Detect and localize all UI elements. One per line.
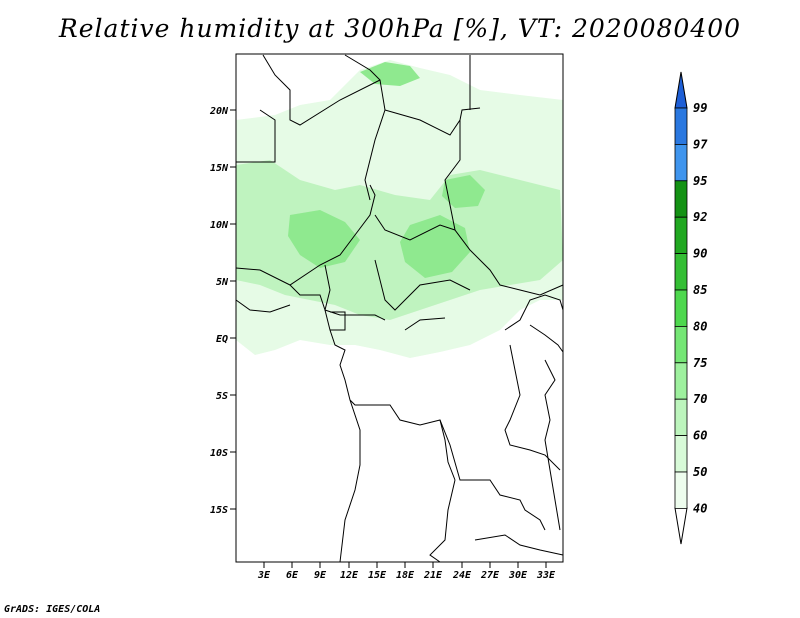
colorbar-label: 95 — [693, 174, 707, 188]
humidity-band-strong — [288, 210, 360, 268]
lon-label: 15E — [368, 570, 387, 581]
lat-label: 20N — [209, 106, 229, 117]
colorbar-segment — [674, 435, 688, 473]
lat-label: 10S — [210, 448, 228, 459]
map-frame — [235, 53, 564, 563]
lon-label: 6E — [286, 570, 299, 581]
lon-label: 9E — [314, 570, 327, 581]
colorbar-segment — [674, 325, 688, 364]
colorbar-top-arrow — [674, 71, 688, 109]
colorbar-label: 75 — [693, 356, 707, 370]
colorbar-label: 40 — [693, 501, 707, 515]
colorbar-segment — [674, 253, 688, 291]
colorbar-label: 97 — [693, 137, 708, 151]
colorbar-label: 70 — [693, 392, 707, 406]
colorbar-bottom-arrow — [674, 507, 688, 545]
colorbar-segment — [674, 398, 688, 437]
colorbar-segment — [674, 471, 688, 509]
humidity-band-mid — [236, 160, 563, 320]
lat-label: 5N — [216, 277, 229, 288]
map-axes: 20N 15N 10N 5N EQ 5S 10S 15S 3E 6E 9E 12… — [209, 106, 556, 581]
credit-text: GrADS: IGES/COLA — [4, 604, 101, 615]
lon-label: 12E — [340, 570, 359, 581]
lon-axis: 3E 6E 9E 12E 15E 18E 21E 24E 27E 30E 33E — [257, 562, 556, 581]
lon-label: 27E — [480, 570, 500, 581]
colorbar: 99 97 95 92 90 85 80 75 70 60 50 40 — [674, 71, 708, 545]
colorbar-segment — [674, 216, 688, 254]
colorbar-label: 50 — [693, 465, 707, 479]
lat-label: 10N — [210, 220, 229, 231]
lon-label: 3E — [257, 570, 271, 581]
colorbar-segment — [674, 143, 688, 182]
colorbar-segment — [674, 289, 688, 327]
colorbar-label: 99 — [693, 101, 707, 115]
colorbar-label: 90 — [693, 247, 707, 261]
colorbar-label: 80 — [693, 319, 707, 333]
lon-label: 21E — [423, 570, 443, 581]
lat-label: 5S — [216, 391, 228, 402]
country-borders — [235, 54, 564, 563]
lon-label: 33E — [536, 570, 556, 581]
humidity-band-strong — [442, 175, 485, 208]
lon-label: 18E — [396, 570, 415, 581]
colorbar-segment — [674, 362, 688, 400]
humidity-band-strong — [400, 215, 470, 278]
colorbar-segment — [674, 180, 688, 218]
lon-label: 30E — [508, 570, 528, 581]
lat-label: 15S — [210, 505, 228, 516]
lat-label: 15N — [210, 163, 229, 174]
map-title: Relative humidity at 300hPa [%], VT: 202… — [58, 14, 742, 43]
colorbar-label: 60 — [693, 429, 707, 443]
humidity-field — [236, 60, 563, 358]
colorbar-label: 85 — [693, 283, 707, 297]
colorbar-segment — [674, 107, 688, 145]
colorbar-label: 92 — [693, 210, 707, 224]
lat-axis: 20N 15N 10N 5N EQ 5S 10S 15S — [209, 106, 236, 516]
lat-label: EQ — [216, 334, 228, 345]
lon-label: 24E — [452, 570, 472, 581]
humidity-band-strong — [360, 62, 420, 86]
